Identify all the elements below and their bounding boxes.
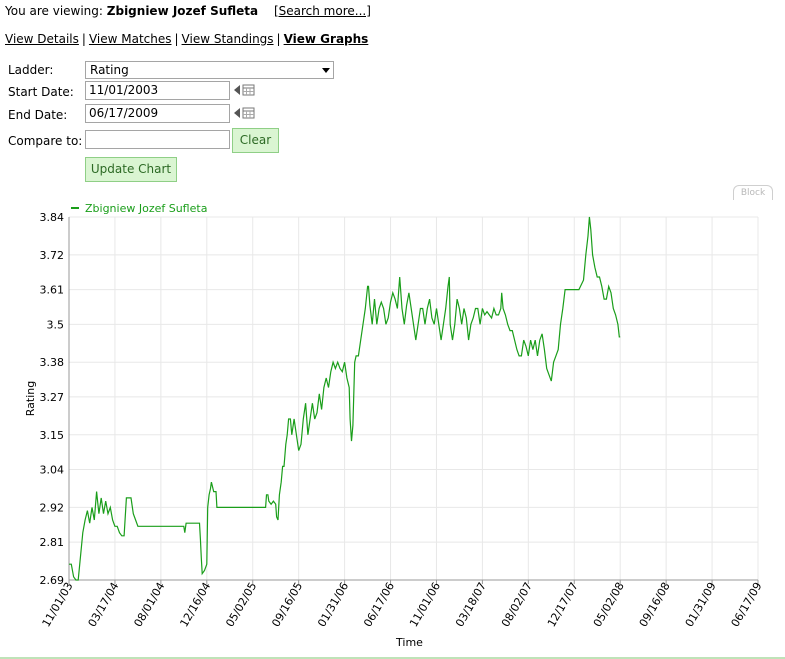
x-tick-label: 09/16/05 [269, 580, 305, 629]
y-tick-label: 3.72 [40, 249, 65, 262]
x-axis-title: Time [395, 636, 423, 649]
compare-label: Compare to: [8, 134, 83, 148]
end-date-label: End Date: [8, 108, 68, 122]
nav-view-details[interactable]: View Details [5, 32, 79, 46]
x-tick-label: 11/01/03 [40, 580, 76, 629]
calendar-icon[interactable] [233, 107, 255, 119]
ladder-select[interactable]: Rating [85, 61, 334, 79]
rating-chart: 2.69 2.81 2.92 3.04 3.15 3.27 3.38 3.5 3.61 3.72 3… [24, 202, 765, 649]
x-tick-label: 06/17/09 [729, 580, 765, 629]
viewing-prefix: You are viewing: [5, 4, 103, 18]
y-tick-label: 3.61 [40, 284, 65, 297]
x-tick-label: 11/01/06 [407, 580, 443, 629]
x-tick-label: 12/16/04 [177, 580, 213, 629]
x-tick-label: 08/02/07 [499, 580, 535, 629]
y-axis-title: Rating [24, 381, 37, 416]
y-tick-label: 3.5 [47, 318, 65, 331]
ladder-label: Ladder: [8, 63, 54, 77]
compare-input[interactable] [85, 130, 230, 149]
update-chart-button[interactable]: Update Chart [85, 157, 177, 182]
legend-label: Zbigniew Jozef Sufleta [85, 202, 207, 215]
y-tick-label: 2.69 [40, 574, 65, 587]
nav-separator: | [81, 32, 86, 46]
y-tick-label: 3.15 [40, 429, 65, 442]
chevron-down-icon [322, 68, 330, 73]
nav-separator: | [174, 32, 179, 46]
nav-view-graphs[interactable]: View Graphs [283, 32, 369, 46]
calendar-icon[interactable] [233, 84, 255, 96]
player-name: Zbigniew Jozef Sufleta [106, 4, 259, 18]
y-tick-label: 3.38 [40, 356, 65, 369]
ladder-select-value: Rating [90, 63, 129, 77]
search-more-link[interactable]: [Search more...] [273, 4, 371, 18]
x-tick-label: 05/02/08 [591, 580, 627, 629]
y-tick-label: 2.81 [40, 536, 65, 549]
nav-view-matches[interactable]: View Matches [88, 32, 172, 46]
x-tick-label: 01/31/09 [683, 580, 719, 629]
nav-view-standings[interactable]: View Standings [181, 32, 274, 46]
x-tick-label: 03/18/07 [453, 580, 489, 629]
start-date-label: Start Date: [8, 85, 74, 99]
start-date-input[interactable]: 11/01/2003 [85, 81, 230, 100]
nav-separator: | [276, 32, 281, 46]
y-tick-label: 3.84 [40, 211, 65, 224]
y-tick-label: 3.04 [40, 464, 65, 477]
end-date-input[interactable]: 06/17/2009 [85, 104, 230, 123]
y-tick-label: 3.27 [40, 391, 65, 404]
series-line [69, 216, 621, 581]
bottom-divider [0, 657, 785, 659]
viewing-line: You are viewing: Zbigniew Jozef Sufleta … [5, 4, 371, 18]
y-tick-label: 2.92 [40, 501, 65, 514]
x-tick-label: 12/17/07 [545, 580, 581, 629]
x-tick-label: 03/17/04 [86, 580, 122, 629]
x-tick-label: 09/16/08 [637, 580, 673, 629]
x-tick-label: 08/01/04 [132, 580, 168, 629]
x-tick-label: 01/31/06 [315, 580, 351, 629]
x-tick-label: 05/02/05 [223, 580, 259, 629]
block-tab[interactable]: Block [733, 185, 773, 200]
clear-button[interactable]: Clear [232, 128, 279, 153]
x-tick-label: 06/17/06 [361, 580, 397, 629]
view-nav: View Details | View Matches | View Standings… [5, 32, 368, 46]
